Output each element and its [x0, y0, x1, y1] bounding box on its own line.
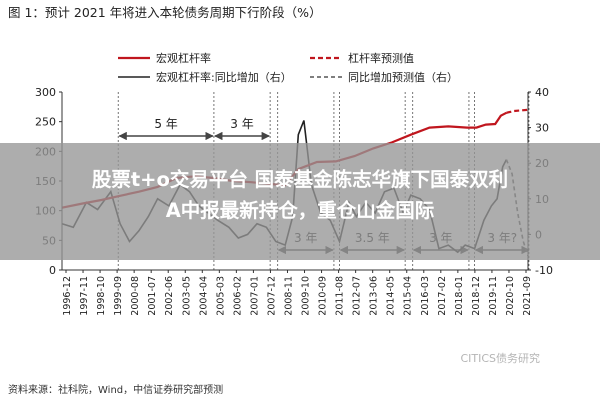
x-tick-label: 2019-11 — [488, 276, 499, 316]
y-left-tick-label: 300 — [35, 86, 56, 99]
figure-title: 图 1：预计 2021 年将进入本轮债务周期下行阶段（%） — [8, 5, 322, 20]
x-tick-label: 2000-08 — [130, 276, 141, 316]
watermark: CITICS债务研究 — [460, 352, 540, 365]
headline-banner — [0, 143, 600, 260]
x-tick-label: 2009-10 — [301, 276, 312, 316]
source-note: 资料来源：社科院，Wind，中信证券研究部预测 — [8, 385, 224, 396]
x-tick-label: 2010-09 — [318, 276, 329, 316]
legend-yoy-label: 宏观杠杆率:同比增加（右） — [156, 70, 292, 84]
headline-text: 股票t+o交易平台 国泰基金陈志华旗下国泰双利 A中报最新持仓，重仓山金国际 — [0, 164, 600, 226]
legend-leverage-label: 宏观杠杆率 — [156, 51, 211, 65]
y-right-tick-label: -10 — [535, 264, 553, 277]
leverage-forecast-line — [506, 108, 529, 114]
y-right-tick-label: 30 — [535, 122, 549, 135]
x-tick-label: 2015-04 — [403, 276, 414, 316]
cycle-label: 3 年 — [230, 117, 253, 131]
x-tick-label: 1996-12 — [62, 276, 73, 316]
x-tick-label: 2003-05 — [181, 276, 192, 316]
x-tick-label: 2021-09 — [522, 276, 533, 316]
x-tick-label: 2017-02 — [437, 276, 448, 316]
headline-line-2: A中报最新持仓，重仓山金国际 — [165, 199, 435, 222]
headline-line-1: 股票t+o交易平台 国泰基金陈志华旗下国泰双利 — [91, 168, 509, 191]
x-tick-label: 2012-07 — [352, 276, 363, 316]
x-tick-label: 2005-03 — [215, 276, 226, 316]
x-tick-label: 2018-12 — [471, 276, 482, 316]
x-tick-label: 1998-10 — [96, 276, 107, 316]
y-right-tick-label: 40 — [535, 86, 549, 99]
x-tick-label: 2007-12 — [266, 276, 277, 316]
x-tick-label: 2004-04 — [198, 276, 209, 316]
x-tick-label: 2016-03 — [420, 276, 431, 316]
x-tick-label: 2007-01 — [249, 276, 260, 316]
x-tick-label: 1999-09 — [113, 276, 124, 316]
x-tick-label: 2013-06 — [369, 276, 380, 316]
x-tick-label: 2014-05 — [386, 276, 397, 316]
x-tick-label: 2020-10 — [505, 276, 516, 316]
x-tick-label: 1997-11 — [79, 276, 90, 316]
x-tick-label: 2006-02 — [232, 276, 243, 316]
x-tick-label: 2001-07 — [147, 276, 158, 316]
x-tick-label: 2002-06 — [164, 276, 175, 316]
y-left-tick-label: 0 — [49, 264, 56, 277]
x-tick-label: 2018-01 — [454, 276, 465, 316]
legend-leverage-forecast-label: 杠杆率预测值 — [348, 51, 414, 65]
x-tick-label: 2011-08 — [335, 276, 346, 316]
legend-yoy-forecast-label: 同比增加预测值（右） — [348, 70, 458, 84]
y-left-tick-label: 250 — [35, 116, 56, 129]
cycle-label: 5 年 — [154, 117, 177, 131]
x-tick-label: 2008-11 — [283, 276, 294, 316]
